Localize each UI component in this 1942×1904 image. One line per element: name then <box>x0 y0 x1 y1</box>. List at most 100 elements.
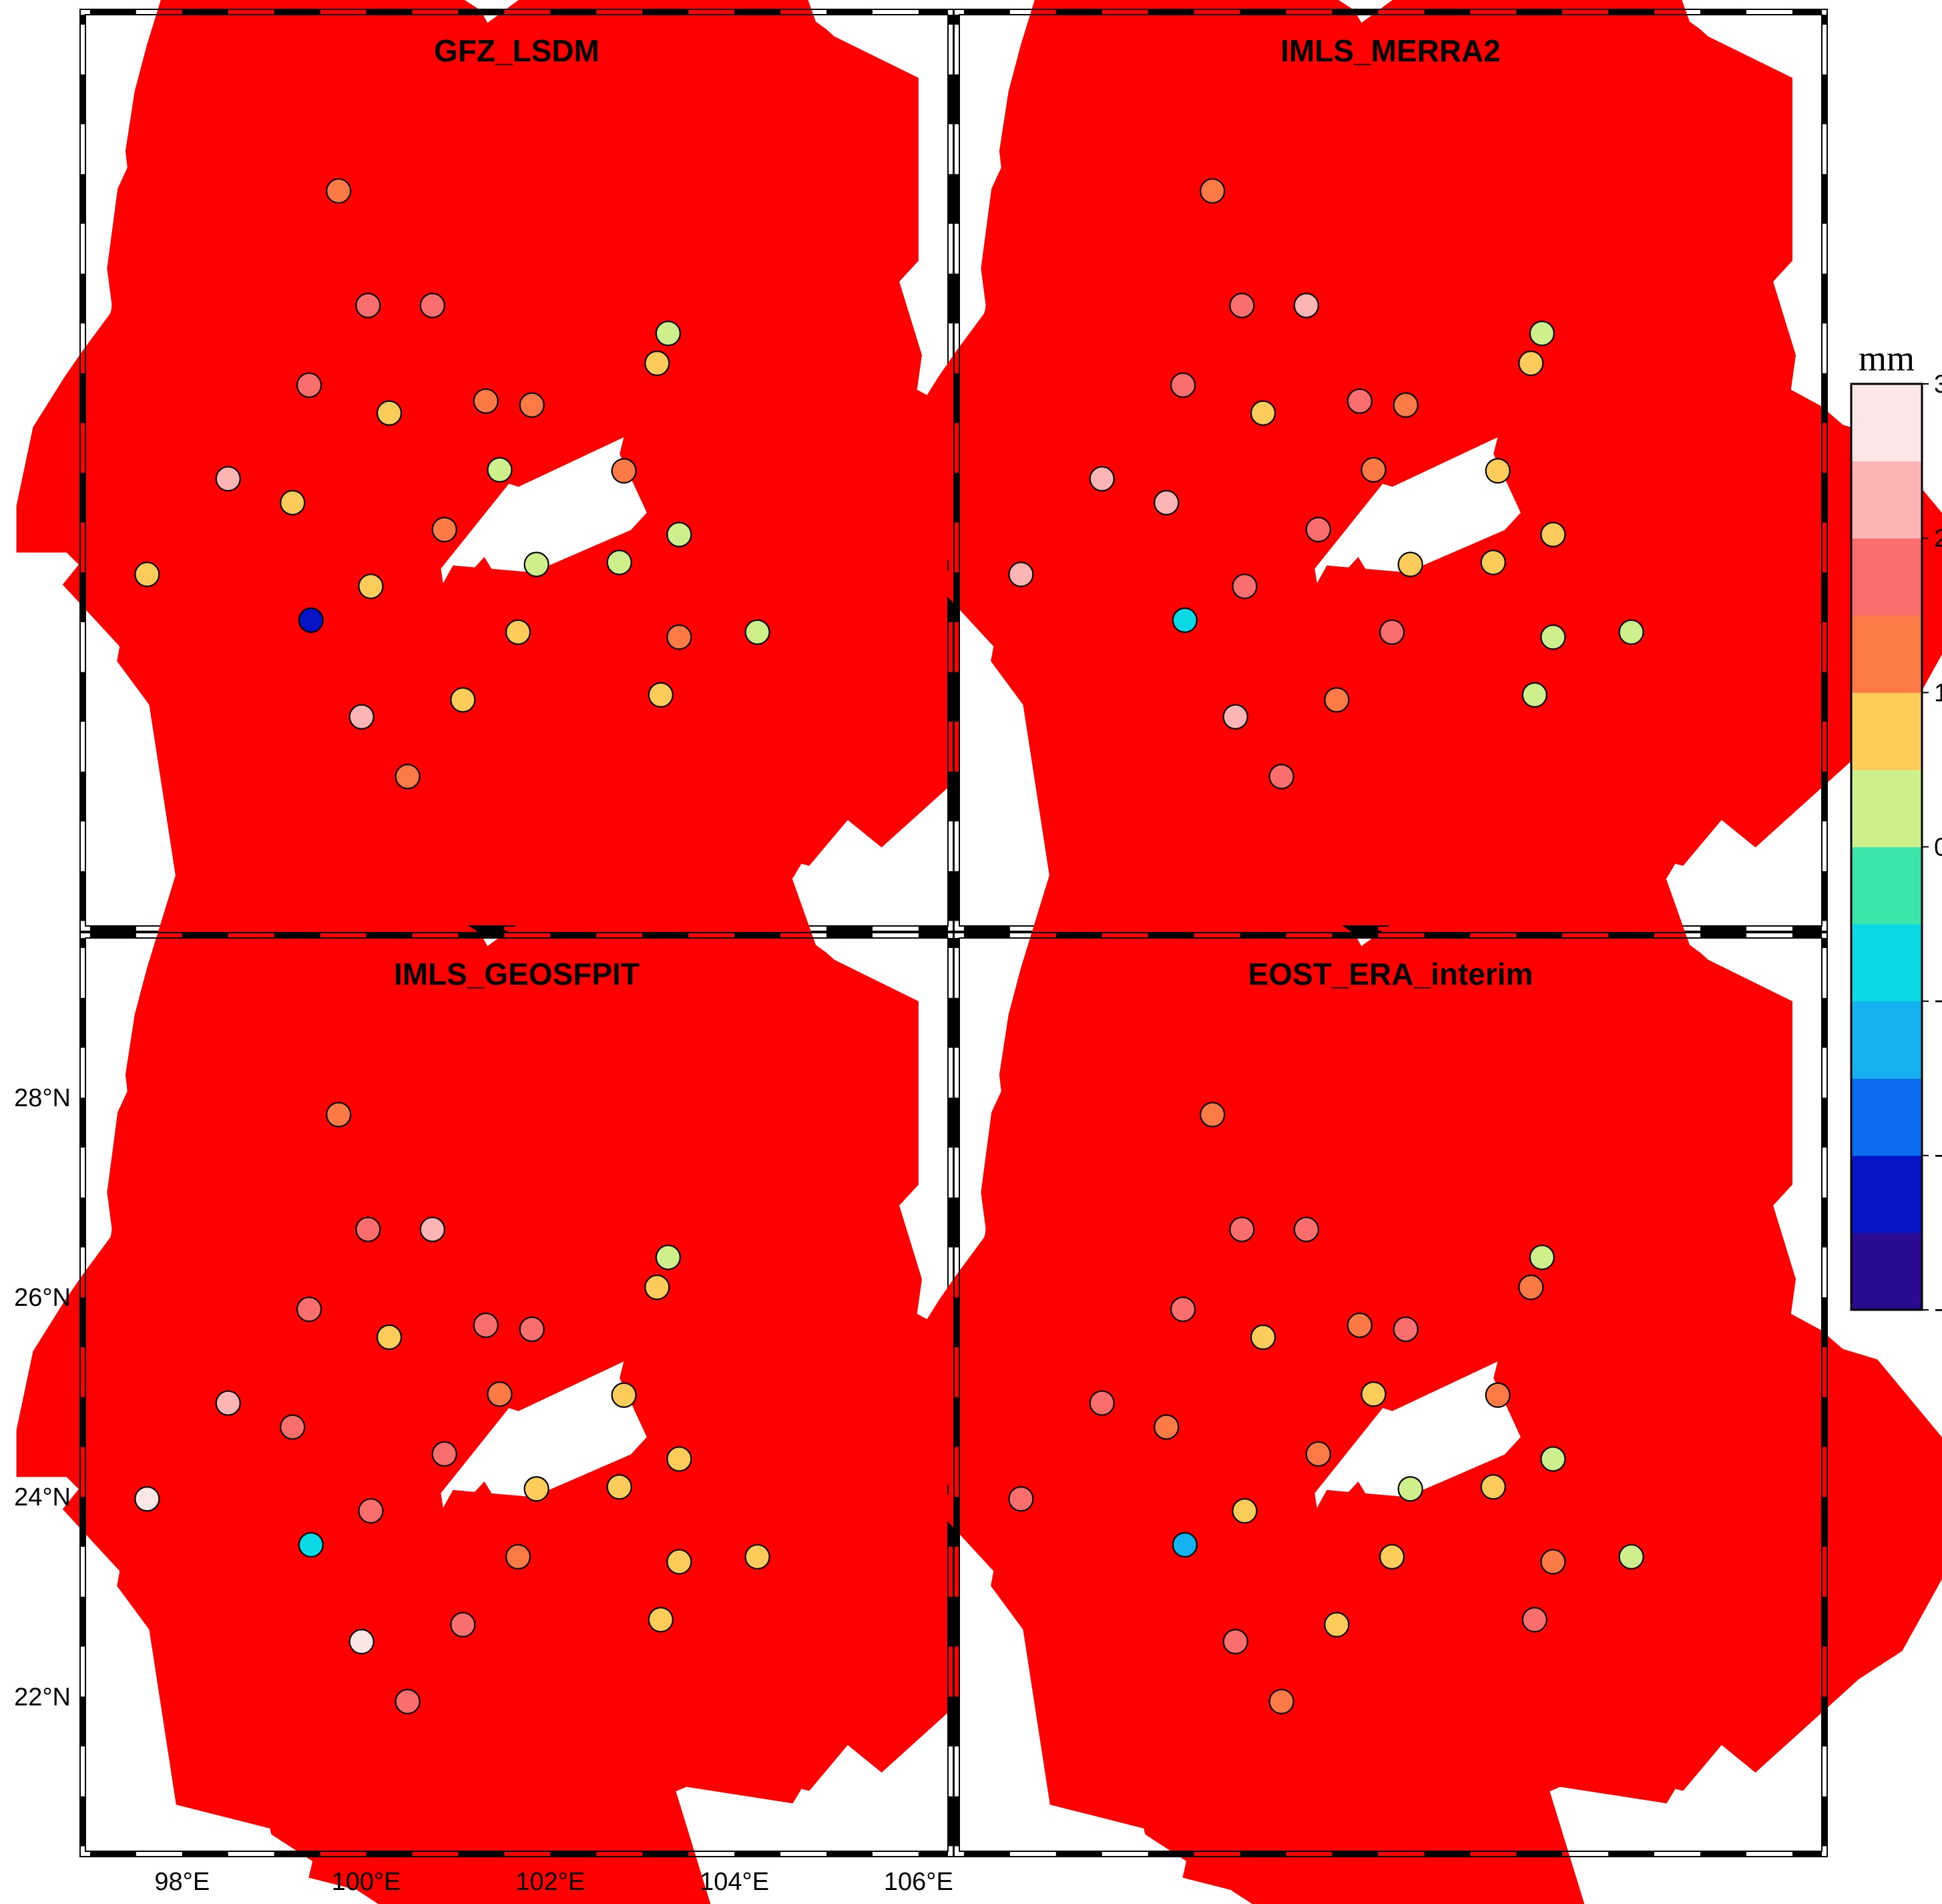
station-marker <box>358 1498 384 1524</box>
station-marker <box>1521 682 1547 708</box>
station-marker <box>519 392 545 418</box>
station-marker <box>1250 1324 1276 1351</box>
station-marker <box>1200 178 1226 204</box>
colorbar: 3 2 1 0 −1 −2 −3 mm <box>1850 338 1942 1325</box>
station-marker <box>744 619 770 646</box>
station-marker <box>1170 1296 1196 1323</box>
station-marker <box>655 320 681 346</box>
station-marker <box>1305 517 1331 543</box>
station-marker <box>450 1612 476 1638</box>
station-marker <box>1268 764 1294 790</box>
station-marker <box>648 1607 674 1633</box>
map-frame-inner <box>959 937 1823 1852</box>
station-marker <box>280 489 306 516</box>
station-marker <box>1293 1216 1319 1242</box>
lat-tick-label: 26°N <box>14 1284 71 1312</box>
station-marker <box>376 400 403 426</box>
colorbar-tick-label: 0 <box>1934 834 1942 862</box>
station-marker <box>1008 1486 1034 1512</box>
map-panel-1: GFZ_LSDM <box>80 9 953 931</box>
station-marker <box>1529 1244 1555 1270</box>
station-marker <box>1200 1102 1226 1128</box>
station-marker <box>1379 619 1405 646</box>
station-marker <box>431 517 457 543</box>
colorbar-segment <box>1851 847 1922 925</box>
station-marker <box>1324 687 1350 713</box>
station-marker <box>1485 458 1511 484</box>
station-marker <box>355 292 381 318</box>
station-marker <box>348 1628 375 1655</box>
colorbar-unit: mm <box>1859 338 1915 379</box>
station-marker <box>1540 1446 1566 1472</box>
station-marker <box>395 1688 421 1714</box>
lon-tick-label: 106°E <box>884 1868 953 1896</box>
panel-title: IMLS_MERRA2 <box>1280 33 1501 68</box>
lat-tick-label: 24°N <box>14 1483 71 1511</box>
station-marker <box>1361 457 1387 483</box>
station-marker <box>1154 489 1180 516</box>
station-marker <box>473 388 499 414</box>
station-marker <box>215 1390 241 1416</box>
station-marker <box>1268 1688 1294 1714</box>
station-marker <box>1008 561 1034 587</box>
station-marker <box>487 1381 513 1407</box>
station-marker <box>296 372 322 399</box>
station-marker <box>450 687 476 713</box>
colorbar-tick-label: 2 <box>1934 525 1942 553</box>
station-marker <box>1154 1414 1180 1440</box>
station-marker <box>1347 388 1373 414</box>
station-marker <box>1250 400 1276 426</box>
station-marker <box>1305 1441 1331 1467</box>
colorbar-segment <box>1851 692 1922 770</box>
panel-title: GFZ_LSDM <box>434 33 599 68</box>
colorbar-segment <box>1851 1078 1922 1156</box>
colorbar-segment <box>1851 615 1922 693</box>
station-marker <box>1222 704 1248 730</box>
station-marker <box>1540 624 1566 650</box>
station-marker <box>519 1316 545 1343</box>
panel-title: IMLS_GEOSFPIT <box>394 957 640 991</box>
colorbar-segment <box>1851 1155 1922 1233</box>
station-marker <box>1232 573 1258 600</box>
station-marker <box>1518 350 1544 377</box>
map-frame-checker <box>954 933 1827 1857</box>
station-marker <box>419 1216 445 1242</box>
station-marker <box>505 619 531 646</box>
station-marker <box>326 178 352 204</box>
station-marker <box>611 1382 637 1408</box>
station-marker <box>1397 551 1423 577</box>
station-marker <box>1521 1607 1547 1633</box>
station-marker <box>1540 521 1566 547</box>
station-marker <box>655 1244 681 1270</box>
station-marker <box>487 457 513 483</box>
panel-title: EOST_ERA_interim <box>1248 957 1533 991</box>
colorbar-tick-label: 3 <box>1934 371 1942 399</box>
station-marker <box>1232 1498 1258 1524</box>
station-marker <box>1379 1543 1405 1570</box>
lon-tick-label: 102°E <box>515 1868 585 1896</box>
province-boundary <box>138 983 945 1781</box>
station-marker <box>1229 1216 1255 1242</box>
station-marker <box>376 1324 403 1351</box>
station-marker <box>523 551 549 577</box>
colorbar-segment <box>1851 538 1922 616</box>
station-marker <box>505 1543 531 1570</box>
station-marker <box>1172 607 1198 634</box>
station-marker <box>1618 619 1644 646</box>
station-marker <box>611 458 637 484</box>
station-marker <box>1518 1274 1544 1300</box>
station-marker <box>1480 1474 1506 1500</box>
station-marker <box>1485 1382 1511 1408</box>
station-marker <box>298 1531 324 1558</box>
station-marker <box>1393 392 1419 418</box>
station-marker <box>666 521 692 547</box>
station-marker <box>1293 292 1319 318</box>
station-marker <box>1361 1381 1387 1407</box>
station-marker <box>355 1216 381 1242</box>
lon-tick-label: 104°E <box>700 1868 769 1896</box>
station-marker <box>1540 1549 1566 1575</box>
station-marker <box>473 1312 499 1339</box>
province-boundary <box>138 59 945 856</box>
station-marker <box>296 1296 322 1323</box>
